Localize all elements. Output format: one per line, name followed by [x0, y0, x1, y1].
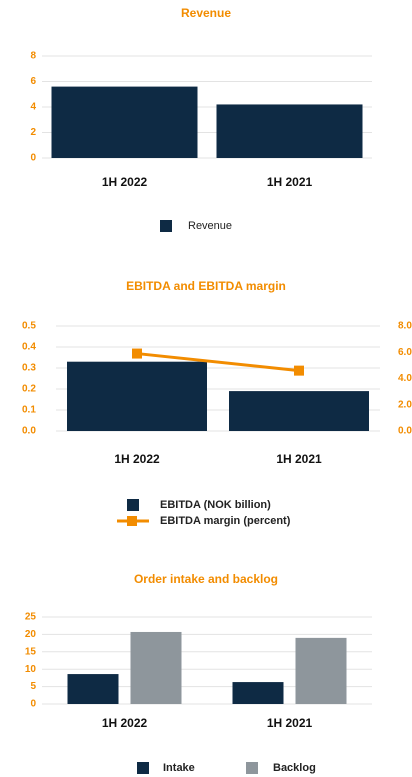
y-tick-label: 0.5	[22, 321, 36, 332]
y-tick-label: 0.4	[22, 342, 36, 353]
y2-tick-label: 8.0	[398, 321, 412, 332]
y-tick-label: 15	[25, 646, 37, 657]
bar	[232, 682, 284, 704]
chart-title: Revenue	[181, 6, 231, 20]
y-tick-label: 25	[25, 612, 37, 623]
y2-tick-label: 0.0	[398, 426, 412, 437]
x-tick-label: 1H 2021	[267, 716, 313, 730]
bar	[51, 86, 198, 158]
legend-label: EBITDA (NOK billion)	[160, 499, 271, 511]
y-tick-label: 0	[30, 153, 36, 164]
legend-label: Backlog	[273, 762, 316, 774]
y-tick-label: 5	[30, 681, 36, 692]
legend-swatch	[137, 762, 149, 774]
x-tick-label: 1H 2022	[102, 175, 148, 189]
x-tick-label: 1H 2021	[276, 452, 322, 466]
bar	[216, 104, 363, 158]
chart-title: EBITDA and EBITDA margin	[126, 279, 286, 293]
y-tick-label: 0.2	[22, 384, 36, 395]
y-tick-label: 4	[30, 102, 36, 113]
y-tick-label: 10	[25, 664, 37, 675]
y2-tick-label: 4.0	[398, 373, 412, 384]
legend-label: EBITDA margin (percent)	[160, 515, 291, 527]
bar	[229, 391, 369, 431]
y-tick-label: 0.0	[22, 426, 36, 437]
y-tick-label: 0.1	[22, 405, 36, 416]
y-tick-label: 20	[25, 629, 37, 640]
legend-marker	[127, 516, 137, 526]
y-tick-label: 0	[30, 699, 36, 710]
y-tick-label: 2	[30, 127, 36, 138]
chart-title: Order intake and backlog	[134, 572, 278, 586]
legend-swatch	[127, 499, 139, 511]
legend-swatch	[246, 762, 258, 774]
x-tick-label: 1H 2021	[267, 175, 313, 189]
y-tick-label: 0.3	[22, 363, 36, 374]
x-tick-label: 1H 2022	[114, 452, 160, 466]
marker	[132, 348, 142, 359]
bar	[67, 674, 119, 704]
legend-label: Revenue	[188, 220, 232, 232]
y-tick-label: 8	[30, 51, 36, 62]
marker	[294, 365, 304, 376]
x-tick-label: 1H 2022	[102, 716, 148, 730]
legend-label: Intake	[163, 762, 195, 774]
bar	[130, 631, 182, 704]
y2-tick-label: 2.0	[398, 399, 412, 410]
y2-tick-label: 6.0	[398, 347, 412, 358]
legend-swatch	[160, 220, 172, 232]
y-tick-label: 6	[30, 76, 36, 87]
bar	[67, 361, 207, 431]
bar	[295, 637, 347, 704]
line	[136, 352, 300, 373]
